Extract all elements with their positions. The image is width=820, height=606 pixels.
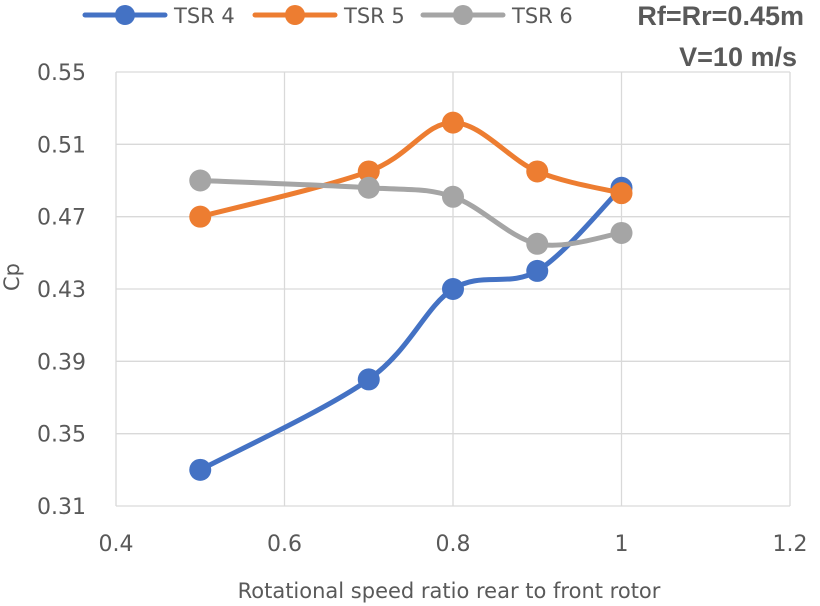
data-point-tsr-5 — [357, 160, 380, 183]
x-axis-title: Rotational speed ratio rear to front rot… — [238, 579, 661, 603]
annotation-wind-speed: V=10 m/s — [679, 42, 797, 72]
x-tick-label: 1.2 — [773, 532, 808, 557]
data-point-tsr-6 — [442, 185, 464, 208]
series-group — [189, 111, 633, 481]
y-tick-label: 0.39 — [37, 350, 86, 375]
x-tick-label: 0.8 — [436, 532, 471, 557]
data-point-tsr-5 — [442, 111, 464, 134]
data-point-tsr-5 — [610, 182, 633, 205]
data-point-tsr-6 — [526, 232, 549, 255]
data-point-tsr-6 — [610, 221, 633, 244]
series-line-tsr-4 — [197, 185, 624, 473]
legend-label-tsr-6: TSR 6 — [511, 4, 573, 28]
data-point-tsr-4 — [357, 368, 380, 391]
legend-item-tsr-5: TSR 5 — [252, 4, 405, 28]
gridlines — [115, 71, 791, 507]
legend-label-tsr-5: TSR 5 — [343, 4, 405, 28]
x-tick-label: 1 — [615, 532, 629, 557]
series-tsr-5 — [189, 111, 633, 228]
annotation-rotor-radius: Rf=Rr=0.45m — [637, 1, 804, 31]
tick-labels: 0.31 0.35 0.39 0.43 0.47 0.51 0.55 0.4 0.6 0.8 1 1.… — [37, 61, 807, 557]
x-tick-label: 0.4 — [99, 532, 134, 557]
data-point-tsr-6 — [189, 169, 212, 192]
data-point-tsr-5 — [526, 160, 549, 183]
legend: TSR 4 TSR 5 TSR 6 — [82, 4, 573, 28]
series-tsr-4 — [189, 176, 633, 481]
y-tick-label: 0.35 — [37, 423, 86, 448]
y-tick-label: 0.31 — [37, 495, 86, 520]
data-point-tsr-5 — [189, 205, 212, 228]
y-axis-title: Cp — [0, 263, 24, 291]
legend-label-tsr-4: TSR 4 — [173, 4, 235, 28]
data-point-tsr-4 — [189, 458, 212, 481]
legend-item-tsr-4: TSR 4 — [82, 4, 235, 28]
x-tick-label: 0.6 — [267, 532, 302, 557]
legend-item-tsr-6: TSR 6 — [420, 4, 573, 28]
y-tick-label: 0.43 — [37, 278, 86, 303]
data-point-tsr-4 — [526, 259, 549, 282]
y-tick-label: 0.55 — [37, 61, 86, 86]
series-line-tsr-5 — [197, 120, 624, 220]
data-point-tsr-6 — [357, 176, 380, 199]
y-tick-label: 0.51 — [37, 133, 86, 158]
data-point-tsr-4 — [442, 278, 464, 300]
y-tick-label: 0.47 — [37, 206, 86, 231]
legend-marker-tsr-4 — [115, 5, 135, 25]
legend-marker-tsr-5 — [285, 5, 305, 25]
series-line-tsr-6 — [197, 178, 624, 248]
legend-marker-tsr-6 — [453, 5, 473, 25]
series-tsr-6 — [189, 169, 633, 255]
